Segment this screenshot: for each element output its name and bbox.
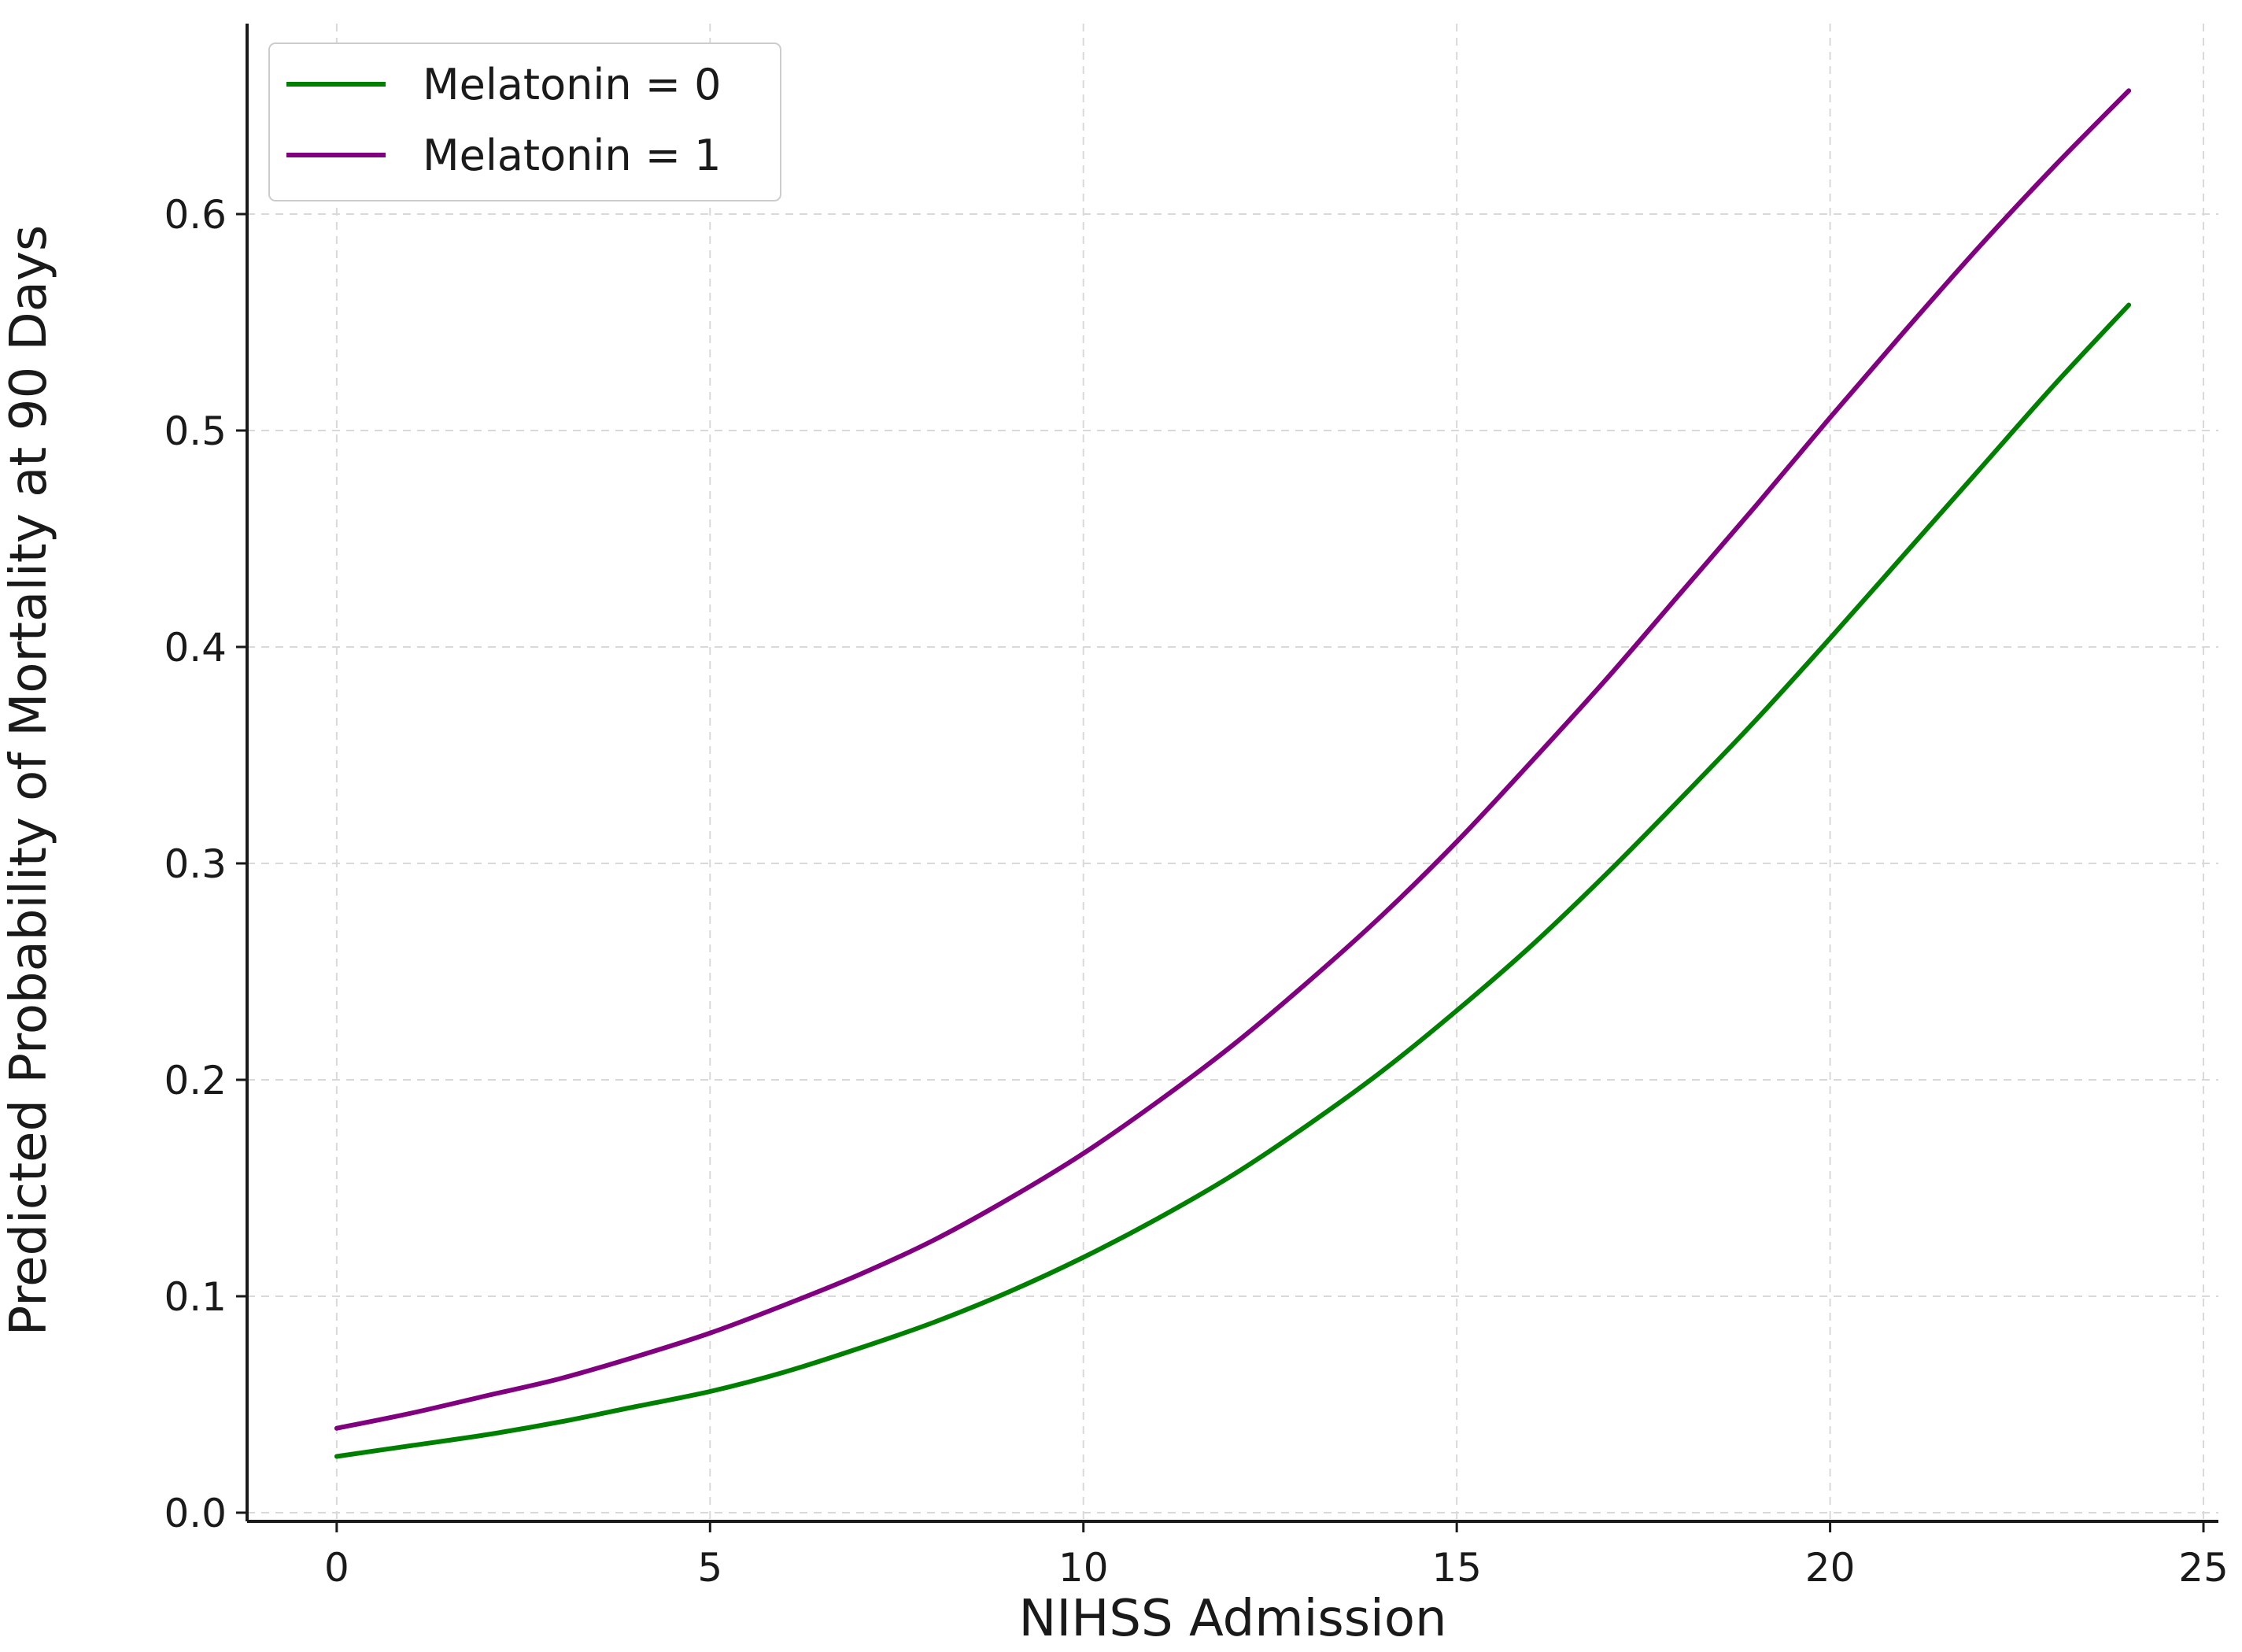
y-tick-label: 0.2: [164, 1058, 227, 1103]
y-tick-label: 0.5: [164, 408, 227, 454]
x-tick-label: 20: [1805, 1545, 1856, 1591]
series-layer: [334, 88, 2132, 1459]
x-axis-title: NIHSS Admission: [1018, 1590, 1446, 1648]
axes-layer: [246, 24, 2218, 1523]
series-line-melatonin-1: [334, 88, 2132, 1431]
series-line-melatonin-0: [334, 302, 2132, 1459]
grid-layer: [247, 24, 2218, 1521]
y-tick-label: 0.4: [164, 625, 227, 671]
x-tick-label: 0: [324, 1545, 349, 1591]
y-tick-label: 0.3: [164, 841, 227, 887]
y-tick-label: 0.0: [164, 1491, 227, 1536]
legend: Melatonin = 0 Melatonin = 1: [268, 43, 781, 201]
y-tick-label: 0.1: [164, 1274, 227, 1320]
x-tick-label: 10: [1058, 1545, 1109, 1591]
x-tick-label: 15: [1431, 1545, 1482, 1591]
x-tick-label: 25: [2178, 1545, 2229, 1591]
legend-box: [268, 43, 781, 201]
y-axis-title: Predicted Probability of Mortality at 90…: [0, 225, 58, 1336]
y-tick-label: 0.6: [164, 192, 227, 238]
ticks-layer: 0 5 10 15 20 25 0.0 0.1 0.2 0.3 0.4 0.5 0.6: [164, 192, 2228, 1591]
legend-label-melatonin-0: Melatonin = 0: [423, 60, 722, 109]
legend-label-melatonin-1: Melatonin = 1: [423, 131, 722, 180]
x-tick-label: 5: [697, 1545, 722, 1591]
